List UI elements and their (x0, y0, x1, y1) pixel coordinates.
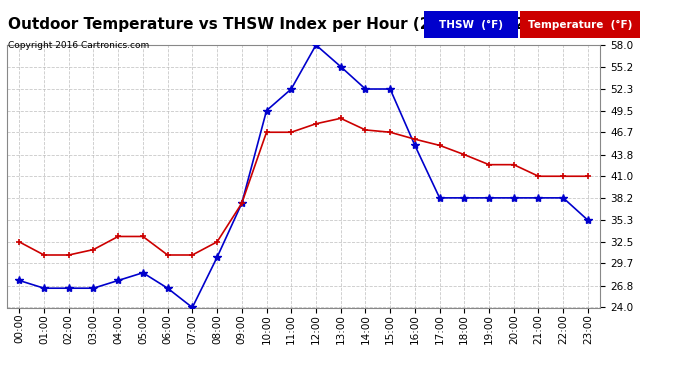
Text: Temperature  (°F): Temperature (°F) (528, 20, 632, 30)
Text: Copyright 2016 Cartronics.com: Copyright 2016 Cartronics.com (8, 41, 150, 50)
Text: THSW  (°F): THSW (°F) (439, 20, 503, 30)
Text: Outdoor Temperature vs THSW Index per Hour (24 Hours)  20160326: Outdoor Temperature vs THSW Index per Ho… (8, 17, 600, 32)
